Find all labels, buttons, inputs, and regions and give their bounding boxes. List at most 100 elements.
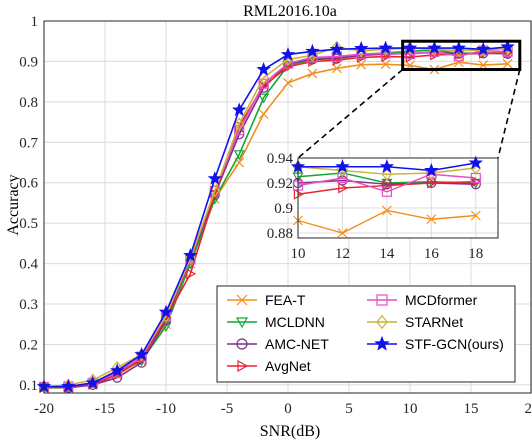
x-tick-label: -15 — [95, 401, 115, 417]
legend-marker — [235, 317, 249, 329]
inset-series-stf-gcn-ours — [290, 155, 483, 177]
legend-marker — [237, 359, 249, 373]
inset-x-tick-label: 12 — [335, 246, 350, 262]
inset-series — [290, 155, 483, 238]
data-point — [500, 39, 515, 53]
legend: FEA-T MCLDNN AMC-NET AvgNet MCDformer STARNet… — [216, 285, 516, 383]
legend-item: FEA-T — [227, 292, 306, 308]
data-point — [61, 378, 76, 393]
data-point — [305, 43, 320, 58]
y-tick-label: 0.5 — [19, 216, 38, 232]
data-point — [329, 41, 344, 56]
data-point — [476, 41, 491, 56]
zoom-connector-left — [297, 68, 404, 159]
legend-marker — [236, 294, 248, 306]
data-point — [233, 150, 245, 161]
inset-x-tick-label: 18 — [468, 246, 483, 262]
data-point — [453, 51, 464, 62]
data-point — [402, 40, 418, 55]
data-point — [85, 375, 100, 389]
inset-data-point — [337, 228, 348, 238]
inset-data-point — [381, 167, 393, 181]
inset-series-line — [297, 179, 476, 185]
data-point — [503, 47, 514, 59]
inset-y-tick-label: 0.9 — [274, 201, 293, 217]
y-tick-label: 0.4 — [19, 257, 38, 273]
data-point — [283, 77, 293, 88]
data-point — [183, 247, 198, 262]
data-point — [233, 117, 245, 131]
legend-marker — [374, 335, 390, 351]
legend-label: MCLDNN — [265, 314, 325, 330]
inset-frame — [297, 157, 499, 239]
inset-x-tick-label: 10 — [291, 246, 306, 262]
data-point — [331, 40, 343, 54]
legend-label: MCDformer — [405, 292, 478, 308]
data-point — [354, 40, 369, 55]
inset-series-line — [297, 181, 476, 195]
inset-series-line — [297, 166, 476, 175]
data-point — [378, 40, 393, 55]
data-point — [110, 363, 125, 377]
data-point — [502, 58, 513, 69]
y-tick-label: 0.2 — [19, 337, 38, 353]
data-point — [331, 63, 342, 74]
data-point — [280, 47, 296, 61]
inset-data-point — [379, 159, 395, 173]
zoom-region-box — [401, 39, 522, 72]
inset-data-point — [337, 172, 348, 184]
data-point — [430, 49, 441, 61]
y-tick-label: 1 — [31, 14, 39, 30]
main-tick-labels: -20 -15 -10 -5 0 5 10 15 20 0.1 0.2 0.3 0.4 0.5 0.6 0.7… — [19, 14, 532, 417]
inset-data-point — [381, 186, 392, 197]
data-point — [207, 171, 222, 185]
y-tick-label: 0.6 — [19, 176, 38, 192]
inset-series-fea-t — [293, 205, 481, 238]
legend-marker — [236, 338, 248, 350]
x-tick-label: 20 — [525, 401, 532, 417]
x-tick-label: -20 — [34, 401, 54, 417]
legend-label: STF-GCN(ours) — [405, 336, 504, 352]
data-point — [63, 378, 74, 392]
chart-title: RML2016.10a — [243, 3, 337, 20]
data-point — [451, 40, 466, 55]
x-tick-label: -10 — [156, 401, 176, 417]
legend-item: STARNet — [367, 314, 463, 330]
inset-background — [298, 158, 498, 238]
inset-data-point — [468, 155, 483, 170]
inset-x-tick-label: 14 — [379, 246, 395, 262]
inset-data-point — [426, 214, 437, 225]
legend-item: AvgNet — [227, 358, 311, 374]
data-point — [158, 304, 174, 319]
data-point — [453, 57, 464, 68]
x-tick-label: 5 — [345, 401, 353, 417]
x-tick-label: 15 — [464, 401, 479, 417]
inset-y-tick-label: 0.92 — [267, 176, 293, 192]
legend-item: MCDformer — [367, 292, 478, 308]
data-point — [258, 93, 270, 104]
inset-data-point — [335, 159, 350, 173]
inset-x-tick-label: 16 — [424, 246, 440, 262]
data-point — [256, 61, 271, 76]
y-tick-label: 0.9 — [19, 54, 38, 70]
data-point — [427, 40, 442, 55]
data-point — [186, 268, 197, 280]
legend-marker — [376, 314, 388, 330]
series-starnet — [38, 40, 513, 394]
inset-data-point — [381, 205, 392, 216]
legend-marker — [376, 294, 388, 306]
data-point — [307, 68, 318, 79]
y-axis-label: Accuracy — [5, 174, 22, 235]
y-tick-label: 0.3 — [19, 297, 38, 313]
inset-tick-labels: 10 12 14 16 18 0.88 0.9 0.92 0.94 — [267, 151, 484, 262]
legend-item: MCLDNN — [227, 314, 325, 330]
x-tick-label: 0 — [284, 401, 292, 417]
data-point — [134, 347, 149, 361]
zoom-connector-right — [497, 69, 521, 159]
x-axis-label: SNR(dB) — [260, 423, 320, 440]
inset-y-tick-label: 0.88 — [267, 226, 293, 242]
series-stf-gcn-ours — [36, 39, 515, 393]
x-tick-label: 10 — [403, 401, 418, 417]
inset-data-point — [471, 176, 482, 188]
